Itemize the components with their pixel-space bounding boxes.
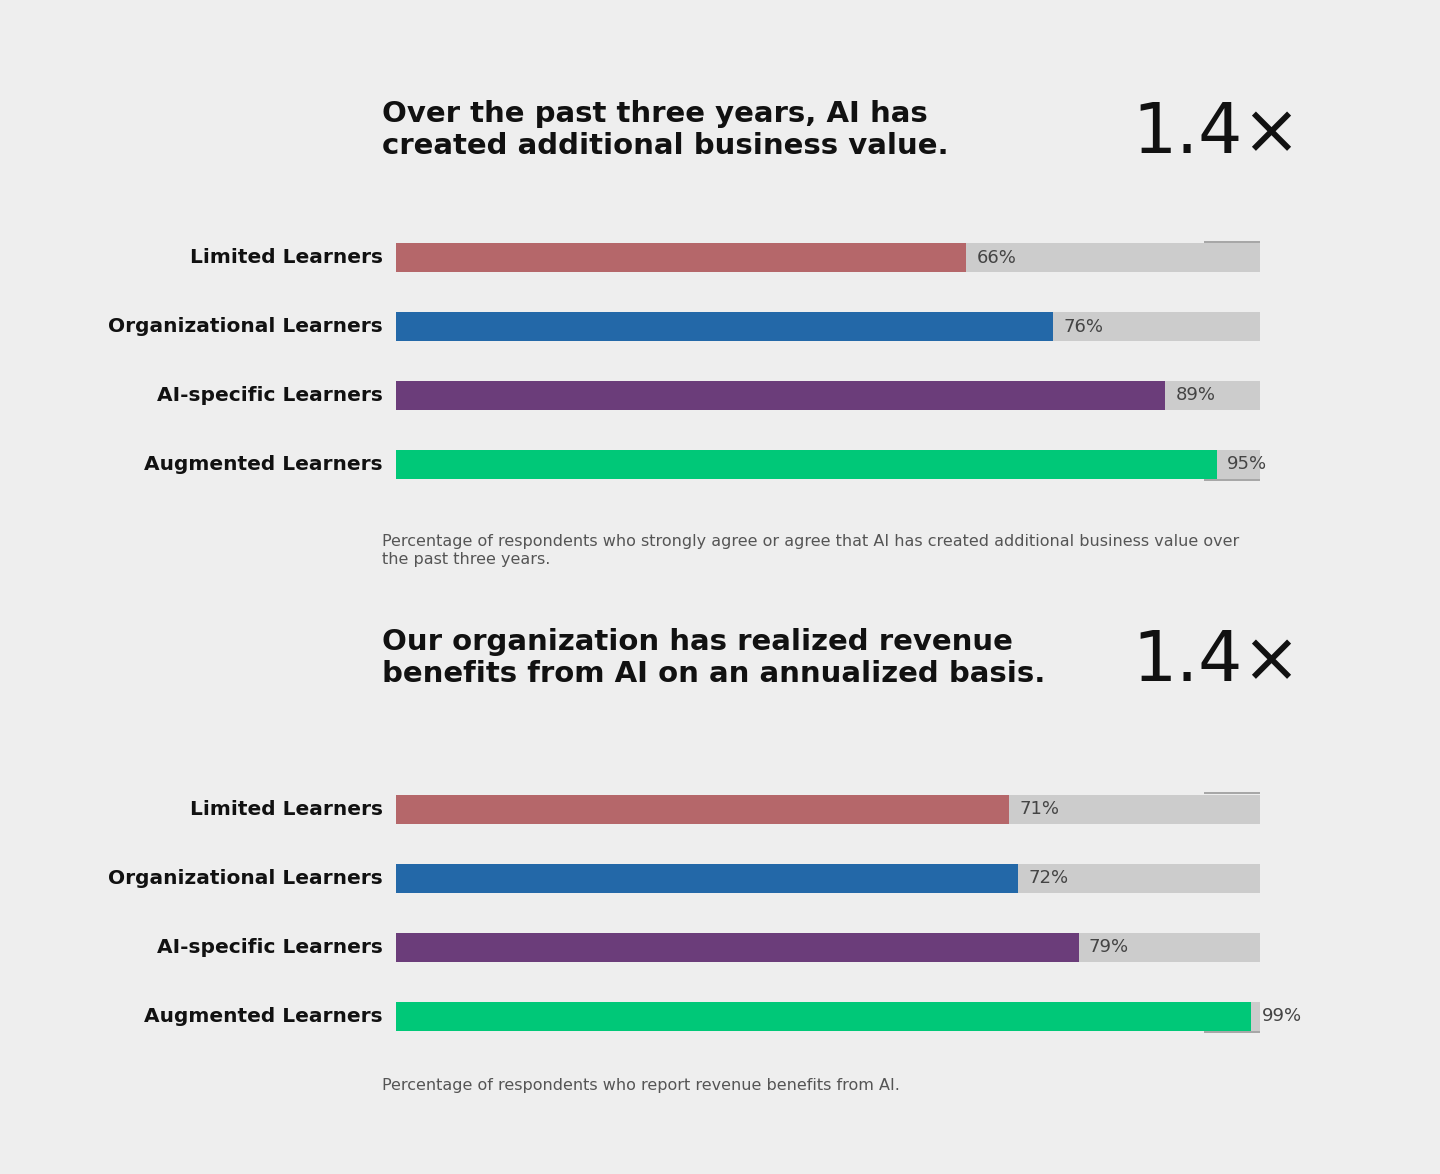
Bar: [396, 864, 1260, 892]
Text: Augmented Learners: Augmented Learners: [144, 1007, 383, 1026]
Bar: [396, 933, 1260, 962]
Text: 66%: 66%: [976, 249, 1017, 266]
Bar: [396, 312, 1053, 340]
Text: 1.4×: 1.4×: [1132, 628, 1302, 695]
Text: AI-specific Learners: AI-specific Learners: [157, 386, 383, 405]
Bar: [396, 312, 1260, 340]
Bar: [396, 933, 1079, 962]
Text: 76%: 76%: [1063, 317, 1103, 336]
Text: Organizational Learners: Organizational Learners: [108, 869, 383, 888]
Bar: [396, 243, 1260, 272]
Text: Limited Learners: Limited Learners: [190, 799, 383, 818]
Bar: [396, 795, 1009, 824]
Bar: [396, 864, 1018, 892]
Text: Percentage of respondents who report revenue benefits from AI.: Percentage of respondents who report rev…: [382, 1078, 900, 1093]
Text: Augmented Learners: Augmented Learners: [144, 456, 383, 474]
Text: Over the past three years, AI has
created additional business value.: Over the past three years, AI has create…: [382, 100, 948, 160]
Text: Organizational Learners: Organizational Learners: [108, 317, 383, 336]
Text: 1.4×: 1.4×: [1132, 100, 1302, 167]
Bar: [396, 450, 1260, 479]
Bar: [396, 795, 1260, 824]
Text: Percentage of respondents who strongly agree or agree that AI has created additi: Percentage of respondents who strongly a…: [382, 534, 1238, 567]
Text: 95%: 95%: [1227, 456, 1267, 473]
Bar: [396, 243, 966, 272]
Bar: [396, 1001, 1260, 1031]
Bar: [396, 382, 1260, 410]
Bar: [396, 1001, 1251, 1031]
Text: 72%: 72%: [1028, 869, 1068, 888]
Text: 99%: 99%: [1261, 1007, 1302, 1025]
Bar: [396, 450, 1217, 479]
Text: 79%: 79%: [1089, 938, 1129, 957]
Text: 71%: 71%: [1020, 801, 1060, 818]
Bar: [396, 382, 1165, 410]
Text: AI-specific Learners: AI-specific Learners: [157, 938, 383, 957]
Text: Limited Learners: Limited Learners: [190, 248, 383, 266]
Text: 89%: 89%: [1175, 386, 1215, 405]
Text: Our organization has realized revenue
benefits from AI on an annualized basis.: Our organization has realized revenue be…: [382, 628, 1045, 688]
